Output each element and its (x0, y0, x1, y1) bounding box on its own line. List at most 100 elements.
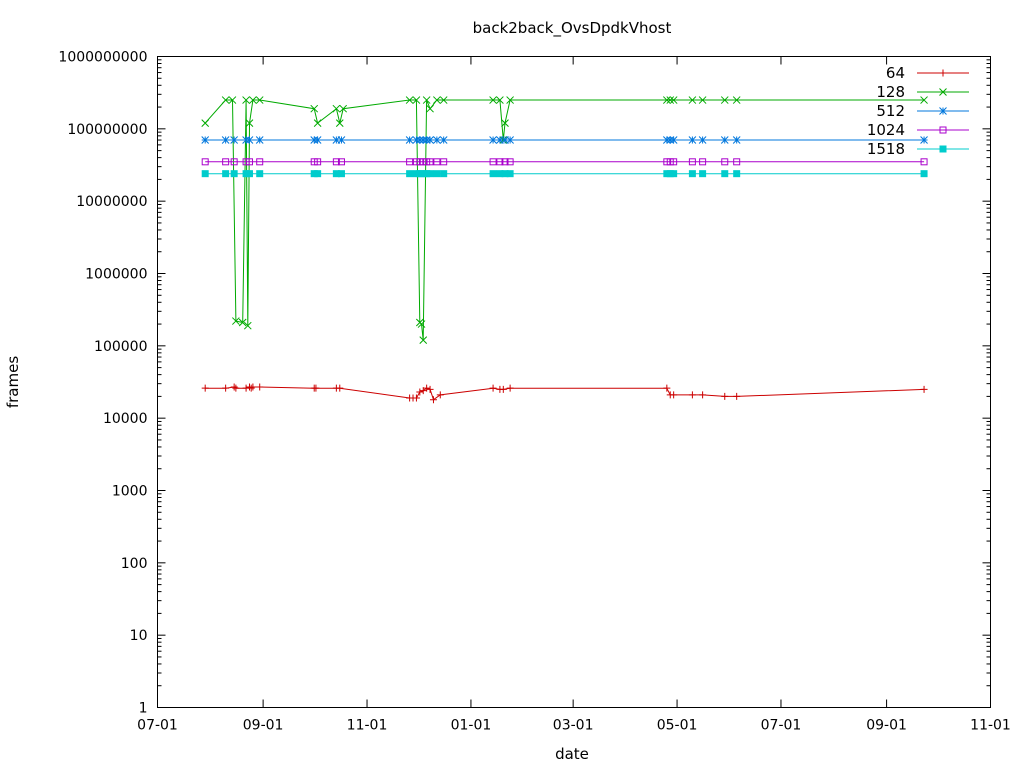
data-point (221, 136, 230, 144)
data-point (688, 391, 696, 399)
data-point (313, 136, 322, 144)
data-point (405, 96, 414, 104)
axis-ticks: 1 10 100 1000 10000 100000 1000000 10000000 1000… (58, 50, 1010, 734)
data-point (433, 158, 441, 166)
data-point (429, 396, 437, 404)
data-point (688, 158, 696, 166)
data-point (669, 136, 678, 144)
data-point (920, 158, 928, 166)
data-point (670, 158, 678, 166)
y-axis-label: frames (4, 356, 22, 408)
data-point (440, 158, 448, 166)
data-point (439, 136, 448, 144)
data-point (506, 170, 514, 178)
data-point (720, 96, 729, 104)
x-tick-label: 07-01 (761, 718, 802, 734)
legend-label: 1518 (867, 140, 905, 158)
data-point (699, 170, 707, 178)
legend-label: 128 (876, 83, 905, 101)
data-point (501, 170, 509, 178)
data-point (335, 119, 344, 127)
series-layer (201, 96, 928, 404)
data-point (332, 158, 340, 166)
data-point (337, 136, 346, 144)
data-point (662, 96, 671, 104)
data-point (489, 158, 497, 166)
data-point (256, 170, 264, 178)
data-point (243, 321, 252, 330)
data-point (501, 158, 509, 166)
x-tick-label: 11-01 (347, 718, 388, 734)
data-point (920, 170, 928, 178)
data-point (732, 96, 741, 104)
data-point (337, 170, 345, 178)
data-point (721, 158, 729, 166)
data-point (255, 136, 264, 144)
data-point (339, 104, 348, 113)
data-point (245, 136, 254, 144)
legend-marker (939, 107, 947, 115)
data-point (417, 320, 426, 328)
data-point (232, 317, 240, 325)
series-64 (201, 383, 928, 404)
data-point (721, 170, 729, 178)
data-point (314, 170, 322, 178)
data-point (920, 385, 928, 393)
data-point (256, 158, 264, 166)
data-point (698, 96, 707, 104)
data-point (222, 384, 230, 392)
data-point (201, 136, 210, 144)
data-point (201, 158, 209, 166)
y-tick-label: 1 (139, 701, 148, 717)
series-128 (201, 96, 928, 344)
data-point (433, 96, 441, 104)
data-point (496, 158, 504, 166)
data-point (920, 136, 928, 144)
data-point (332, 170, 340, 178)
data-point (489, 96, 497, 104)
data-point (249, 383, 257, 391)
data-point (506, 96, 514, 104)
x-axis-label: date (555, 745, 589, 763)
data-point (312, 384, 320, 392)
data-point (433, 136, 441, 144)
data-point (733, 158, 741, 166)
data-point (249, 96, 257, 104)
data-point (247, 384, 255, 392)
legend-label: 1024 (867, 121, 905, 139)
legend-marker (939, 126, 947, 134)
data-point (201, 384, 209, 392)
x-tick-label: 03-01 (553, 718, 594, 734)
data-point (336, 384, 344, 392)
data-point (230, 158, 238, 166)
data-point (920, 96, 928, 104)
series-512 (201, 136, 928, 144)
y-tick-label: 100 (121, 556, 148, 572)
data-point (688, 96, 697, 104)
data-point (489, 384, 497, 392)
data-point (426, 385, 434, 393)
data-point (663, 384, 671, 392)
data-point (688, 136, 697, 144)
data-point (720, 136, 729, 144)
data-point (698, 136, 707, 144)
data-point (332, 136, 341, 144)
data-point (426, 104, 434, 113)
data-point (426, 136, 434, 144)
data-point (670, 391, 678, 399)
x-tick-label: 09-01 (866, 718, 907, 734)
data-point (732, 136, 741, 144)
data-point (222, 170, 230, 178)
y-tick-label: 1000 (112, 484, 148, 500)
data-point (228, 96, 237, 104)
data-point (332, 104, 341, 113)
data-point (337, 158, 345, 166)
y-tick-label: 1000000000 (58, 50, 147, 66)
data-point (230, 170, 238, 178)
data-point (439, 96, 448, 104)
x-tick-label: 07-01 (137, 718, 178, 734)
data-point (721, 392, 729, 400)
data-point (423, 384, 431, 392)
data-point (422, 96, 431, 104)
